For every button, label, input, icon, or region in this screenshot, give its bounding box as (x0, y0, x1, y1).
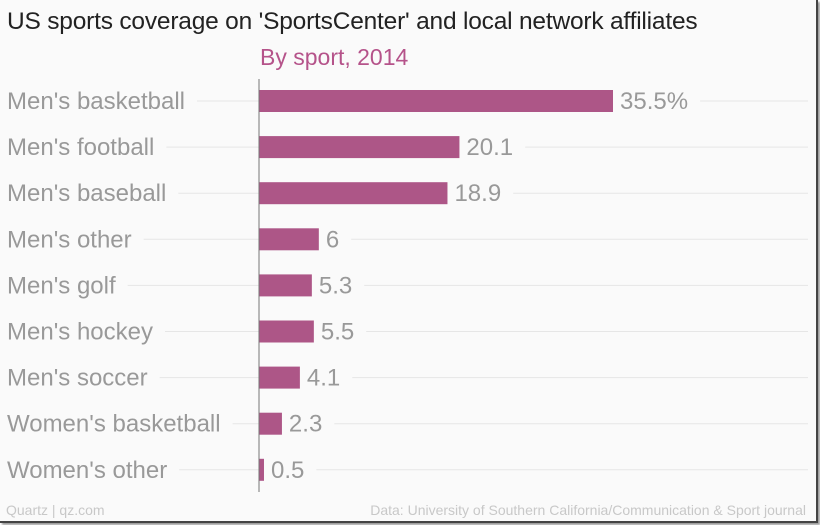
bar (259, 274, 312, 297)
data-label: 2.3 (289, 411, 322, 438)
category-label: Men's soccer (7, 365, 148, 392)
data-label: 5.5 (321, 319, 354, 346)
category-label: Men's football (7, 134, 154, 161)
bar (259, 366, 300, 389)
footer-source: Data: University of Southern California/… (370, 502, 806, 518)
chart-subtitle: By sport, 2014 (260, 44, 409, 70)
footer-credit: Quartz | qz.com (6, 502, 105, 518)
category-label: Men's baseball (7, 180, 166, 207)
category-label: Men's golf (7, 272, 116, 299)
bar (259, 412, 282, 435)
data-label: 0.5 (271, 457, 304, 484)
data-label: 4.1 (307, 365, 340, 392)
category-label: Women's basketball (7, 411, 221, 438)
category-label: Men's basketball (7, 88, 185, 115)
category-label: Men's other (7, 226, 132, 253)
bar (259, 228, 319, 251)
data-label: 18.9 (454, 180, 501, 207)
category-label: Women's other (7, 457, 167, 484)
chart-title: US sports coverage on 'SportsCenter' and… (7, 8, 698, 35)
data-label: 6 (326, 226, 339, 253)
bar (259, 320, 314, 343)
data-label: 35.5% (620, 88, 688, 115)
bar (259, 90, 613, 112)
bar (259, 182, 448, 205)
bar (259, 136, 460, 159)
data-label: 5.3 (319, 272, 352, 299)
category-label: Men's hockey (7, 319, 153, 346)
bar (259, 458, 264, 481)
data-label: 20.1 (466, 134, 513, 161)
